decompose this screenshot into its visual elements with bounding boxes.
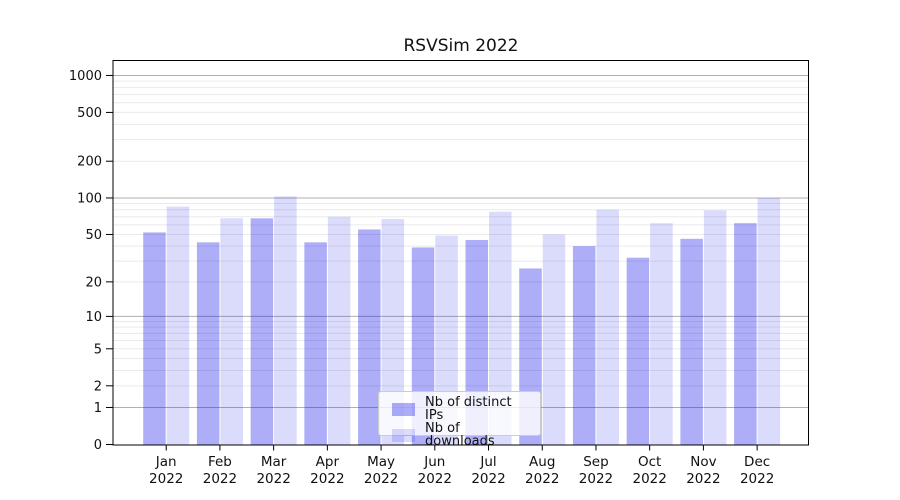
x-tick-label-month: Jul: [479, 454, 496, 470]
x-tick-label-year: 2022: [579, 471, 613, 487]
x-tick-label-year: 2022: [740, 471, 774, 487]
x-tick-label-month: Aug: [529, 454, 555, 470]
bar-distinct-ips: [358, 229, 381, 445]
legend-swatch-distinct-ips: [392, 402, 415, 416]
x-tick-label-month: Mar: [261, 454, 287, 470]
legend-item-downloads: Nb of downloads: [392, 422, 532, 448]
y-tick-label: 200: [77, 155, 102, 170]
bar-downloads: [757, 197, 781, 445]
y-tick-label: 50: [85, 228, 102, 243]
legend-label-distinct-ips: Nb of distinct IPs: [425, 395, 512, 423]
bar-distinct-ips: [680, 238, 703, 445]
bar-downloads: [703, 210, 727, 445]
bar-downloads: [650, 223, 673, 445]
bar-downloads: [166, 206, 190, 445]
x-tick-label-year: 2022: [418, 471, 452, 487]
bar-downloads: [489, 211, 512, 445]
x-tick-label-year: 2022: [149, 471, 183, 487]
bar-downloads: [381, 219, 405, 445]
x-tick-label-year: 2022: [203, 471, 237, 487]
x-tick-label-month: Apr: [316, 454, 340, 470]
x-tick-label-year: 2022: [364, 471, 398, 487]
y-tick-label: 10: [85, 310, 102, 325]
y-tick-label: 2: [94, 379, 102, 394]
bar-distinct-ips: [304, 242, 327, 445]
bar-distinct-ips: [250, 218, 274, 445]
x-tick-label-month: Jun: [423, 454, 445, 470]
y-tick-label: 20: [85, 275, 102, 290]
bar-downloads: [542, 234, 566, 445]
bar-downloads: [274, 196, 297, 445]
bar-distinct-ips: [734, 223, 757, 445]
x-tick-label-month: Jan: [155, 454, 177, 470]
x-tick-label-year: 2022: [471, 471, 505, 487]
bar-distinct-ips: [143, 232, 166, 445]
y-tick-label: 5: [94, 342, 102, 357]
y-tick-label: 100: [77, 191, 102, 206]
x-tick-label-month: Feb: [208, 454, 232, 470]
plot-border: [112, 60, 809, 446]
x-tick-label-month: Dec: [744, 454, 770, 470]
x-tick-label-year: 2022: [256, 471, 290, 487]
legend-swatch-downloads: [392, 428, 415, 442]
x-tick-label-month: Oct: [638, 454, 661, 470]
chart-title: RSVSim 2022: [403, 36, 519, 56]
bar-distinct-ips: [196, 242, 220, 445]
y-tick-label: 1000: [69, 69, 102, 84]
x-tick-label-year: 2022: [686, 471, 720, 487]
x-tick-label-year: 2022: [525, 471, 559, 487]
legend-item-distinct-ips: Nb of distinct IPs: [392, 396, 532, 422]
y-tick-label: 1: [94, 401, 102, 416]
x-tick-label-year: 2022: [633, 471, 667, 487]
x-tick-label-month: May: [367, 454, 395, 470]
bar-downloads: [220, 218, 243, 445]
bar-downloads: [596, 209, 619, 445]
x-tick-label-year: 2022: [310, 471, 344, 487]
legend-label-downloads: Nb of downloads: [425, 421, 495, 449]
x-tick-label-month: Sep: [583, 454, 608, 470]
bar-distinct-ips: [626, 257, 650, 445]
bar-distinct-ips: [572, 246, 596, 445]
y-tick-label: 500: [77, 106, 102, 121]
y-tick-label: 0: [94, 438, 102, 453]
x-tick-label-month: Nov: [690, 454, 716, 470]
bar-downloads: [327, 216, 351, 445]
legend: Nb of distinct IPs Nb of downloads: [378, 391, 541, 448]
